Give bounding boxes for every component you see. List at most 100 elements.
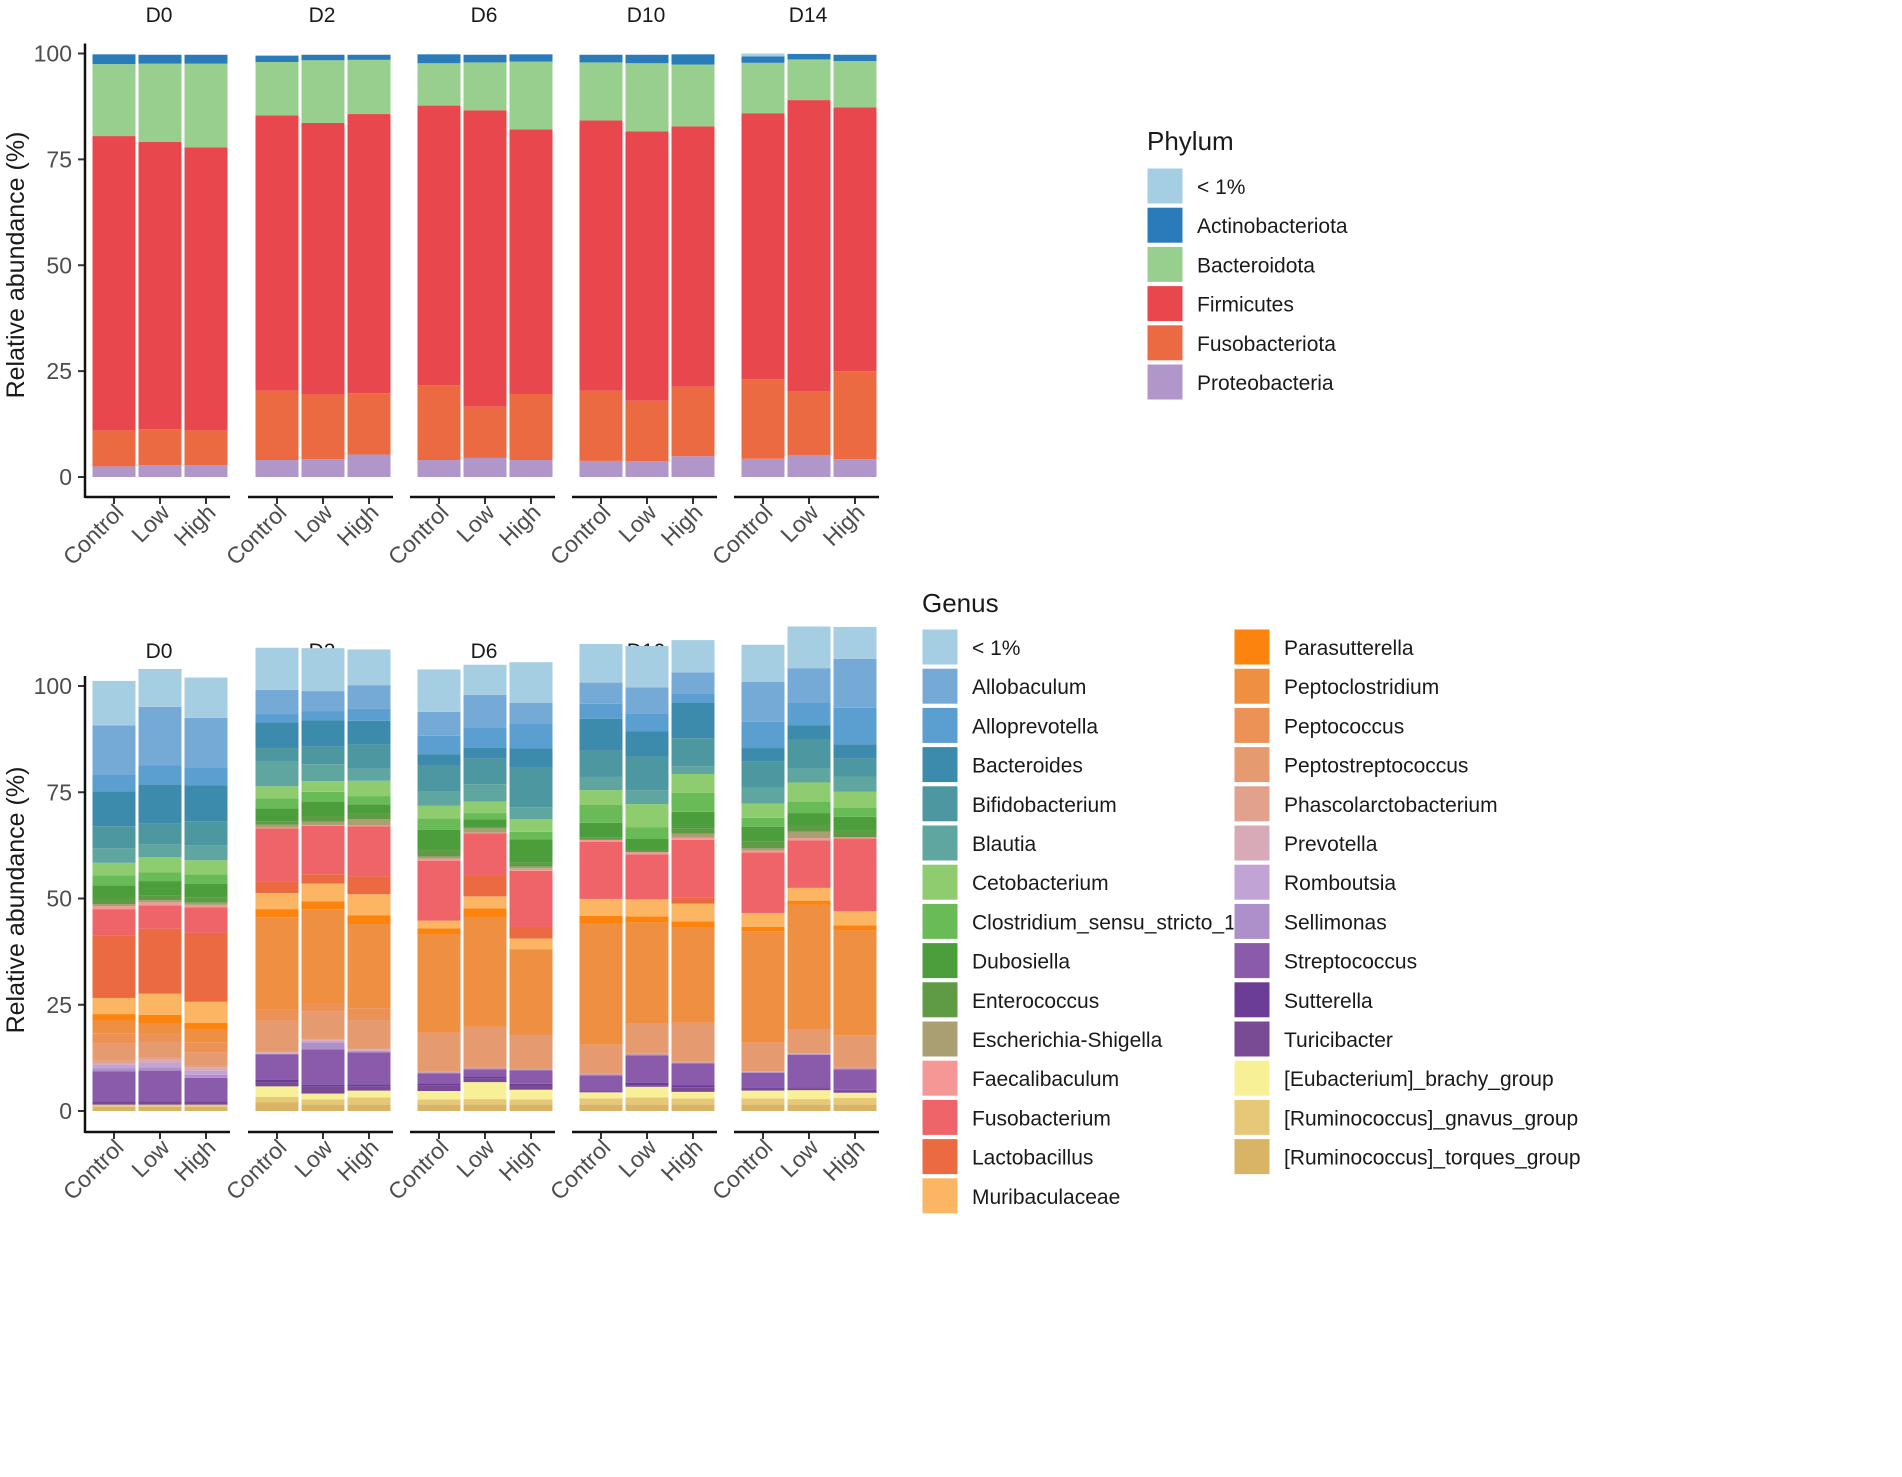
bar-segment-muribaculaceae	[302, 884, 345, 902]
bar-segment-bacteroides	[742, 748, 785, 762]
bar-segment-clostridium-sensu-stricto-1	[139, 872, 182, 881]
legend-swatch-bacteroides	[922, 747, 958, 783]
bar-segment-cetobacterium	[510, 819, 553, 832]
bar-segment-parasutterella	[418, 928, 461, 934]
bar-segment-bacteroidota	[464, 62, 507, 110]
bar-segment-faecalibaculum	[510, 869, 553, 871]
legend-label-bacteroidota: Bacteroidota	[1197, 254, 1315, 277]
bar-segment-sellimonas	[302, 1043, 345, 1049]
bar-segment-proteobacteria	[256, 460, 299, 477]
legend-label-sutterella: Sutterella	[1284, 990, 1373, 1013]
bar-segment-lactobacillus	[256, 881, 299, 893]
facet-label-d0: D0	[146, 4, 173, 27]
bar-segment-ruminococcus-gnavus-group	[788, 1099, 831, 1105]
bar-segment-faecalibaculum	[580, 840, 623, 842]
bar-segment-phascolarctobacterium	[93, 1061, 136, 1063]
bar-segment-bacteroidota	[626, 63, 669, 131]
bar-segment-bacteroidota	[742, 63, 785, 113]
bar-segment-faecalibaculum	[348, 825, 391, 826]
bar-segment-parasutterella	[139, 1015, 182, 1024]
bar-segment-eubacterium-brachy-group	[742, 1091, 785, 1099]
bar-segment-ruminococcus-torques-group	[510, 1105, 553, 1111]
bar-segment-faecalibaculum	[93, 906, 136, 909]
legend-label-eubacterium-brachy-group: [Eubacterium]_brachy_group	[1284, 1068, 1554, 1091]
bar-segment-sellimonas	[672, 1063, 715, 1064]
bar-segment-firmicutes	[580, 120, 623, 390]
legend-swatch-cetobacterium	[922, 864, 958, 900]
bar-segment-escherichia-shigella	[302, 822, 345, 825]
bar-segment-peptostreptococcus	[834, 1035, 877, 1067]
bar-segment-1	[256, 648, 299, 690]
bar-segment-clostridium-sensu-stricto-1	[672, 793, 715, 812]
bar-segment-ruminococcus-torques-group	[742, 1105, 785, 1111]
bar-segment-sutterella	[742, 1088, 785, 1089]
bar-segment-clostridium-sensu-stricto-1	[348, 796, 391, 805]
bar-segment-prevotella	[256, 1052, 299, 1053]
bar-segment-muribaculaceae	[139, 994, 182, 1015]
bar-segment-clostridium-sensu-stricto-1	[626, 827, 669, 839]
legend-swatch-1	[1147, 168, 1183, 204]
legend-swatch-parasutterella	[1234, 629, 1270, 665]
bar-segment-allobaculum	[139, 707, 182, 766]
bar-segment-sellimonas	[510, 1069, 553, 1070]
bar-segment-clostridium-sensu-stricto-1	[302, 792, 345, 802]
bar-segment-lactobacillus	[464, 876, 507, 896]
bar-segment-faecalibaculum	[742, 850, 785, 852]
bar-segment-muribaculaceae	[93, 998, 136, 1014]
bar-segment-proteobacteria	[464, 458, 507, 477]
bar-segment-blautia	[834, 777, 877, 792]
x-tick-label-control: Control	[707, 1134, 778, 1205]
bar-segment-bacteroides	[626, 731, 669, 756]
bar-segment-allobaculum	[302, 691, 345, 711]
bar-segment-allobaculum	[580, 683, 623, 704]
legend-swatch-alloprevotella	[922, 707, 958, 743]
bar-segment-phascolarctobacterium	[256, 1052, 299, 1053]
bar-segment-peptoclostridium	[834, 930, 877, 1035]
bar-segment-bacteroidota	[418, 63, 461, 105]
bar-segment-clostridium-sensu-stricto-1	[510, 832, 553, 840]
bar-segment-peptococcus	[256, 1009, 299, 1020]
bar-segment-muribaculaceae	[256, 893, 299, 909]
bar-segment-fusobacterium	[185, 907, 228, 933]
bar-segment-firmicutes	[93, 136, 136, 430]
bar-segment-ruminococcus-torques-group	[834, 1105, 877, 1111]
bar-segment-phascolarctobacterium	[580, 1074, 623, 1075]
bar-segment-streptococcus	[672, 1063, 715, 1085]
legend-swatch-sutterella	[1234, 982, 1270, 1018]
bar-segment-peptostreptococcus	[742, 1043, 785, 1071]
bar-segment-actinobacteriota	[418, 54, 461, 63]
bar-segment-blautia	[580, 777, 623, 790]
bar-segment-bifidobacterium	[834, 759, 877, 777]
bar-segment-ruminococcus-gnavus-group	[418, 1100, 461, 1105]
facet-label-d6: D6	[471, 4, 498, 27]
bar-segment-dubosiella	[93, 885, 136, 898]
bar-segment-enterococcus	[834, 831, 877, 837]
bar-segment-sutterella	[185, 1101, 228, 1102]
bar-segment-fusobacterium	[302, 826, 345, 874]
legend-swatch-sellimonas	[1234, 903, 1270, 939]
bar-segment-turicibacter	[626, 1085, 669, 1087]
y-axis-title: Relative abundance (%)	[2, 767, 30, 1034]
bar-segment-bifidobacterium	[348, 745, 391, 769]
legend-swatch-muribaculaceae	[922, 1178, 958, 1214]
bar-segment-sellimonas	[626, 1054, 669, 1055]
legend-swatch-phascolarctobacterium	[1234, 786, 1270, 822]
bar-segment-prevotella	[93, 1063, 136, 1064]
bar-segment-alloprevotella	[93, 774, 136, 791]
bar-segment-proteobacteria	[742, 459, 785, 477]
bar-segment-peptoclostridium	[672, 927, 715, 1022]
bar-segment-sutterella	[788, 1087, 831, 1088]
bar-segment-sutterella	[302, 1085, 345, 1087]
bar-segment-peptoclostridium	[788, 905, 831, 1030]
bar-segment-faecalibaculum	[672, 838, 715, 840]
legend-label-turicibacter: Turicibacter	[1284, 1029, 1393, 1052]
bar-segment-enterococcus	[256, 821, 299, 824]
bar-segment-peptostreptococcus	[510, 1035, 553, 1069]
bar-segment-escherichia-shigella	[185, 903, 228, 905]
bar-segment-proteobacteria	[788, 455, 831, 477]
bar-segment-faecalibaculum	[788, 838, 831, 840]
bar-segment-fusobacteriota	[256, 391, 299, 460]
bar-segment-1	[834, 627, 877, 659]
bar-segment-allobaculum	[672, 672, 715, 693]
bar-segment-1	[185, 678, 228, 718]
